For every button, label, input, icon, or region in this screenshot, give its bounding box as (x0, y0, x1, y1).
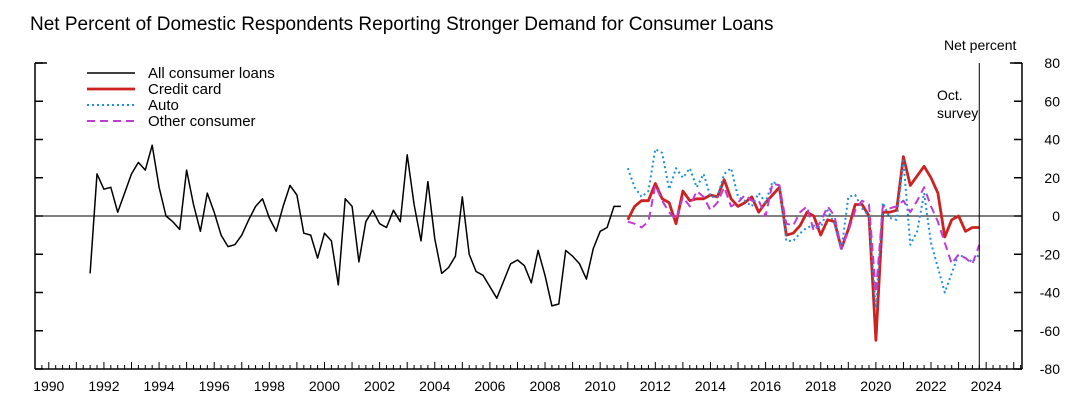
y-tick-label: 60 (1044, 93, 1060, 109)
chart-title: Net Percent of Domestic Respondents Repo… (30, 14, 774, 35)
x-tick-label: 2004 (419, 378, 450, 394)
x-tick-label: 2010 (585, 378, 616, 394)
x-tick-label: 1994 (143, 378, 174, 394)
x-tick-label: 1990 (33, 378, 64, 394)
x-tick-label: 1992 (88, 378, 119, 394)
x-axis: 1990 1992 1994 1996 1998 2000 2002 2004 2006 2008… (33, 362, 1022, 394)
y-tick-label: 40 (1044, 132, 1060, 148)
series-line-0 (89, 144, 621, 307)
series-line-2 (626, 148, 981, 309)
x-tick-label: 2000 (309, 378, 340, 394)
series-layer (89, 144, 981, 342)
y-tick-label: -60 (1040, 323, 1060, 339)
x-tick-label: 1998 (254, 378, 285, 394)
x-tick-label: 2014 (695, 378, 726, 394)
series-line-3 (627, 182, 981, 294)
x-tick-label: 2002 (364, 378, 395, 394)
y-tick-label: 80 (1044, 55, 1060, 71)
series-line-1 (626, 155, 980, 342)
x-tick-label: 2018 (805, 378, 836, 394)
x-tick-label: 2020 (860, 378, 891, 394)
y-axis: 80 60 40 20 0 -20 -40 -60 -80 (35, 55, 1060, 377)
legend-label-3: Other consumer (148, 113, 256, 130)
legend-label-1: Credit card (148, 81, 221, 98)
x-tick-label: 2008 (529, 378, 560, 394)
x-tick-label: 2022 (915, 378, 946, 394)
y-tick-label: 20 (1044, 170, 1060, 186)
x-tick-label: 2012 (640, 378, 671, 394)
legend-label-2: Auto (148, 97, 179, 114)
annotation-label-line1: Oct. (937, 87, 963, 103)
x-tick-label: 2016 (750, 378, 781, 394)
legend-label-0: All consumer loans (148, 65, 275, 82)
x-tick-label: 1996 (199, 378, 230, 394)
y-tick-label: 0 (1052, 208, 1060, 224)
annotation-label-line2: survey (937, 105, 978, 121)
annotation: Oct. survey (937, 63, 980, 369)
x-tick-label: 2024 (971, 378, 1002, 394)
y-tick-label: -40 (1040, 285, 1060, 301)
y-unit-label: Net percent (944, 37, 1016, 53)
y-tick-label: -20 (1040, 246, 1060, 262)
x-tick-label: 2006 (474, 378, 505, 394)
y-tick-label: -80 (1040, 361, 1060, 377)
